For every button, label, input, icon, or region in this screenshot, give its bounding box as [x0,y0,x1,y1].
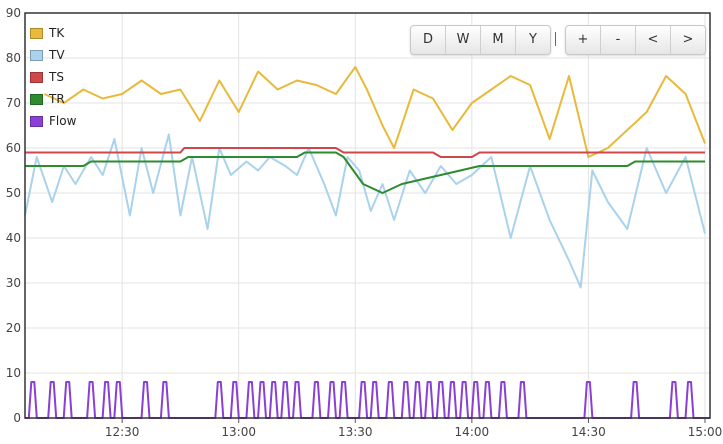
legend-label: TK [49,26,65,40]
nav-button-group: + - < > [565,25,706,55]
toolbar-separator [555,32,556,46]
series-line-ts [25,147,705,158]
x-tick-label: 15:00 [688,425,723,439]
legend-item-tr[interactable]: TR [30,88,76,110]
y-tick-label: 60 [6,141,21,155]
y-tick-label: 30 [6,276,21,290]
y-tick-label: 20 [6,321,21,335]
legend-item-tk[interactable]: TK [30,22,76,44]
legend-swatch [30,49,43,61]
legend: TK TV TS TR Flow [30,22,76,132]
legend-item-ts[interactable]: TS [30,66,76,88]
series-line-tk [43,66,706,158]
nav-button[interactable]: - [601,26,636,54]
legend-swatch [30,71,43,83]
y-tick-label: 50 [6,186,21,200]
series-line-tr [25,151,705,194]
y-tick-label: 0 [13,411,21,425]
legend-swatch [30,93,43,105]
legend-item-flow[interactable]: Flow [30,110,76,132]
x-tick-label: 14:00 [455,425,490,439]
y-tick-label: 40 [6,231,21,245]
nav-button[interactable]: + [566,26,601,54]
series-lines [24,66,710,419]
y-tick-label: 80 [6,51,21,65]
series-line-tv [24,133,706,289]
range-button[interactable]: M [481,26,516,54]
nav-button[interactable]: < [636,26,671,54]
nav-button[interactable]: > [682,32,694,47]
y-axis: 0 10 20 30 40 50 60 70 80 90 [6,6,21,425]
legend-label: TR [49,92,65,106]
range-button[interactable]: Y [529,32,537,47]
legend-item-tv[interactable]: TV [30,44,76,66]
x-tick-label: 13:30 [338,425,373,439]
x-axis: 12:30 13:00 13:30 14:00 14:30 15:00 [105,418,722,439]
y-tick-label: 10 [6,366,21,380]
range-button[interactable]: W [446,26,481,54]
legend-label: TS [49,70,64,84]
x-tick-label: 14:30 [571,425,606,439]
legend-swatch [30,115,43,127]
legend-swatch [30,27,43,39]
x-tick-label: 12:30 [105,425,140,439]
legend-label: Flow [49,114,77,128]
legend-label: TV [49,48,65,62]
grid-lines [25,12,710,419]
range-button[interactable]: D [411,26,446,54]
y-tick-label: 70 [6,96,21,110]
series-line-flow [25,381,710,419]
x-tick-label: 13:00 [221,425,256,439]
y-tick-label: 90 [6,6,21,20]
plot-frame [24,12,711,419]
